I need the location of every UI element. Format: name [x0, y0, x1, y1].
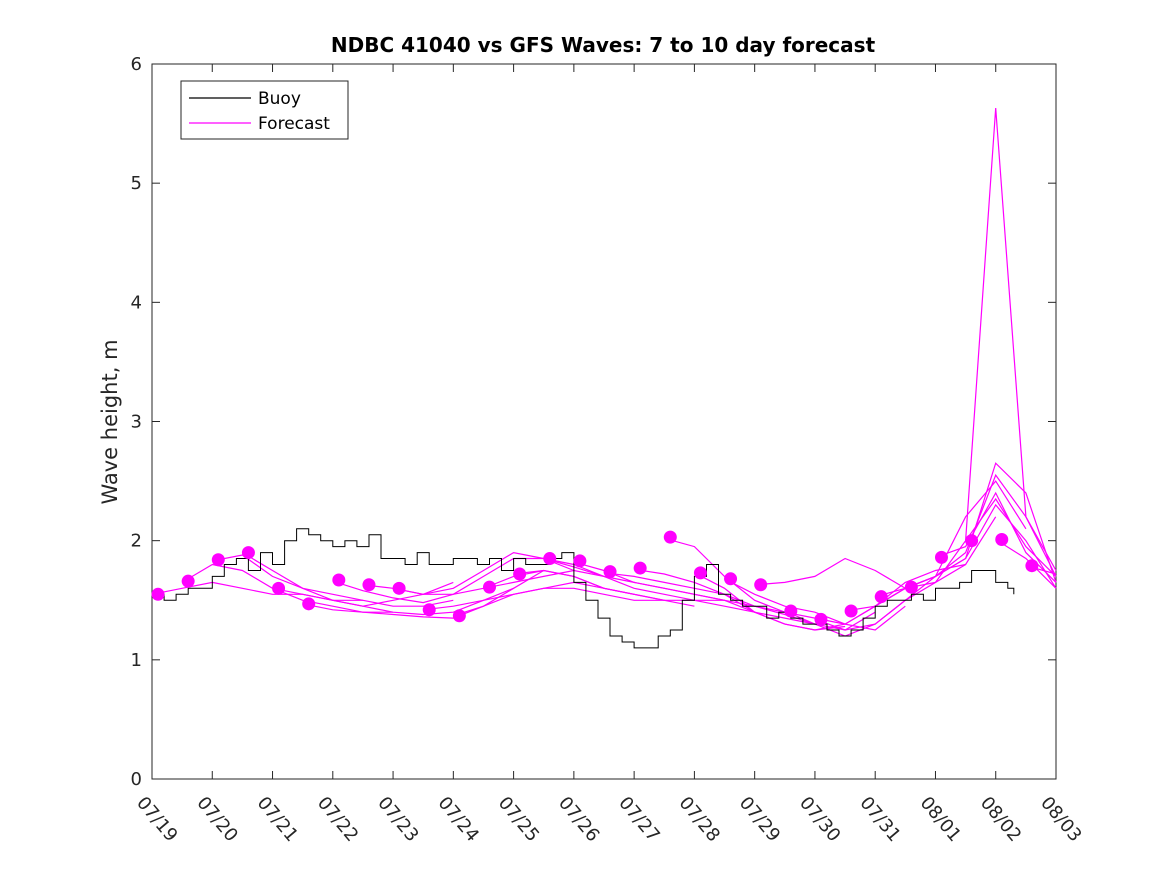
- forecast-line: [513, 569, 755, 613]
- forecast-line: [724, 563, 966, 625]
- forecast-marker: [603, 565, 617, 579]
- forecast-line: [965, 497, 1057, 577]
- y-tick-label: 3: [131, 412, 142, 433]
- forecast-marker: [302, 597, 316, 611]
- forecast-marker: [784, 604, 798, 618]
- forecast-line: [212, 554, 454, 607]
- legend-label: Forecast: [258, 114, 330, 134]
- forecast-line: [995, 538, 1057, 589]
- forecast-marker: [724, 572, 738, 586]
- buoy-line: [152, 528, 1015, 649]
- forecast-line: [272, 587, 514, 616]
- forecast-marker: [573, 554, 587, 568]
- forecast-marker: [844, 604, 858, 618]
- forecast-line: [754, 516, 997, 589]
- forecast-marker: [693, 566, 707, 580]
- forecast-marker: [633, 561, 647, 575]
- forecast-line: [814, 108, 1057, 631]
- forecast-marker: [272, 581, 286, 595]
- forecast-marker: [422, 603, 436, 617]
- forecast-marker: [934, 550, 948, 564]
- y-tick-label: 2: [131, 531, 142, 552]
- forecast-marker: [181, 574, 195, 588]
- forecast-marker: [241, 546, 255, 560]
- forecast-marker: [995, 532, 1009, 546]
- y-axis-label: Wave height, m: [98, 339, 122, 504]
- legend-box: [180, 80, 349, 140]
- forecast-marker: [482, 580, 496, 594]
- y-tick-label: 5: [131, 173, 142, 194]
- y-tick-label: 0: [131, 769, 142, 790]
- legend-label: Buoy: [258, 89, 301, 109]
- chart-title: NDBC 41040 vs GFS Waves: 7 to 10 day for…: [331, 33, 876, 57]
- forecast-marker: [904, 580, 918, 594]
- y-tick-label: 1: [131, 650, 142, 671]
- forecast-marker: [754, 578, 768, 592]
- forecast-marker: [965, 534, 979, 548]
- forecast-marker: [151, 587, 165, 601]
- forecast-marker: [211, 553, 225, 567]
- forecast-marker: [814, 612, 828, 626]
- y-tick-label: 4: [131, 292, 142, 313]
- y-tick-label: 6: [131, 54, 142, 75]
- forecast-marker: [513, 567, 527, 581]
- legend: Buoy Forecast: [180, 80, 349, 140]
- forecast-marker: [452, 609, 466, 623]
- forecast-marker: [392, 581, 406, 595]
- forecast-marker: [332, 573, 346, 587]
- forecast-marker: [362, 578, 376, 592]
- forecast-line: [302, 569, 545, 619]
- forecast-marker: [874, 590, 888, 604]
- forecast-line: [905, 503, 1057, 589]
- forecast-marker: [1025, 559, 1039, 573]
- forecast-line: [845, 473, 1057, 612]
- forecast-marker: [543, 552, 557, 566]
- forecast-marker: [663, 530, 677, 544]
